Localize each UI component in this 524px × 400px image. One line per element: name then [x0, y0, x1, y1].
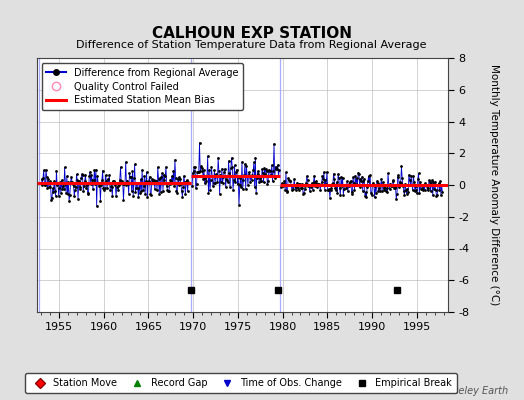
Legend: Difference from Regional Average, Quality Control Failed, Estimated Station Mean: Difference from Regional Average, Qualit… — [41, 63, 243, 110]
Text: Difference of Station Temperature Data from Regional Average: Difference of Station Temperature Data f… — [77, 40, 427, 50]
Text: CALHOUN EXP STATION: CALHOUN EXP STATION — [151, 26, 352, 41]
Y-axis label: Monthly Temperature Anomaly Difference (°C): Monthly Temperature Anomaly Difference (… — [489, 64, 499, 306]
Legend: Station Move, Record Gap, Time of Obs. Change, Empirical Break: Station Move, Record Gap, Time of Obs. C… — [25, 374, 457, 393]
Text: Berkeley Earth: Berkeley Earth — [436, 386, 508, 396]
